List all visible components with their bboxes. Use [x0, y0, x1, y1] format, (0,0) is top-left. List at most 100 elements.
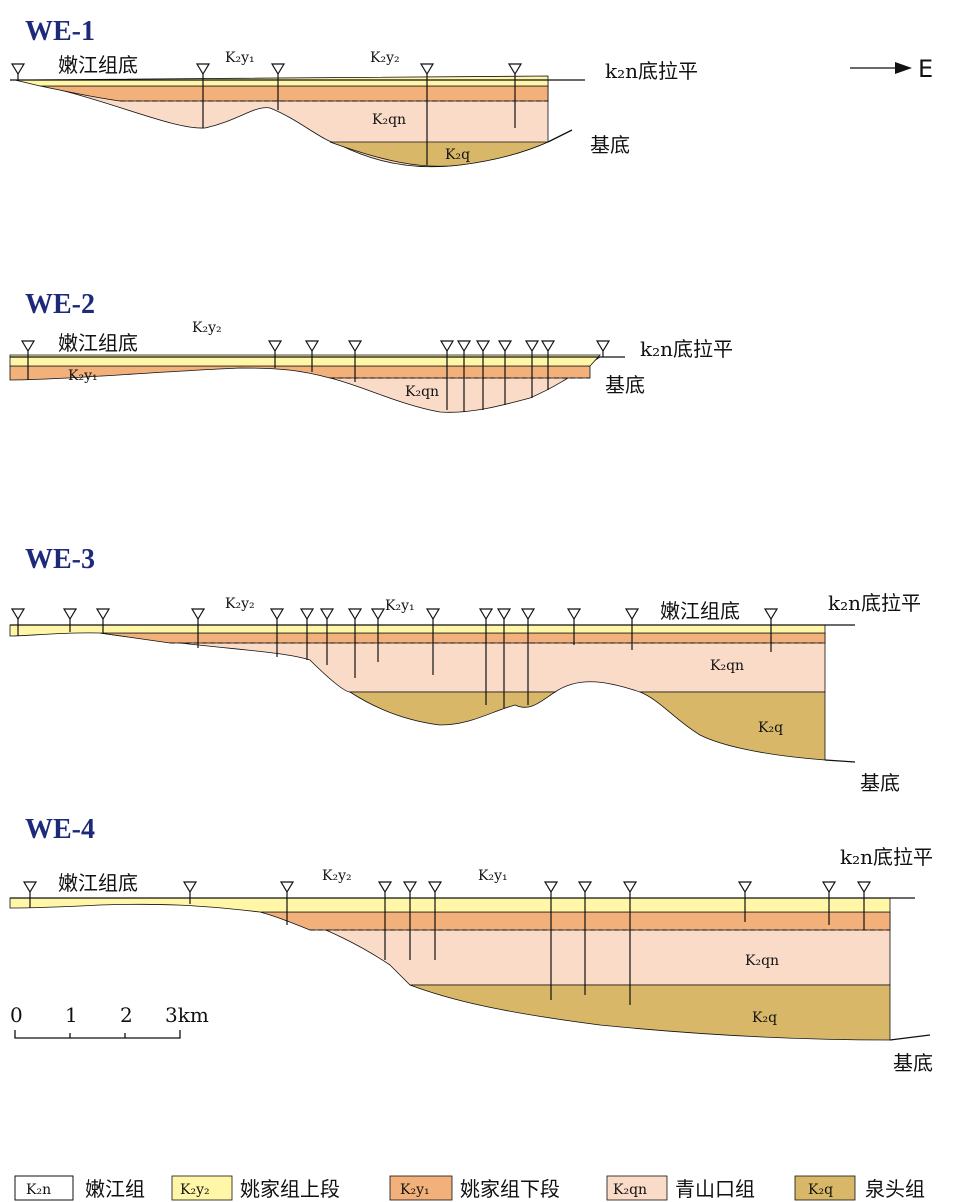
- well-symbol: [12, 64, 24, 74]
- well-symbol: [272, 64, 284, 74]
- well-symbol: [765, 609, 777, 619]
- label: K₂q: [445, 147, 470, 163]
- well-symbol: [349, 609, 361, 619]
- label: K₂qn: [710, 658, 744, 674]
- well-symbol: [441, 341, 453, 351]
- legend-name: 嫩江组: [85, 1177, 145, 1201]
- label: K₂q: [752, 1010, 777, 1026]
- legend-code: K₂y₂: [180, 1182, 210, 1198]
- label: K₂y₁: [385, 598, 415, 614]
- label: 基底: [860, 771, 900, 795]
- label: k₂n底拉平: [828, 591, 921, 615]
- scale-label: 2: [120, 1003, 133, 1027]
- legend-code: K₂n: [26, 1182, 51, 1198]
- well-symbol: [579, 882, 591, 892]
- cross-sections: E WE-1 WE-2 WE-3 WE-4 嫩江组底 K₂y₁ K₂y₂ k₂n…: [0, 0, 960, 1202]
- scale-bar: [15, 1030, 180, 1038]
- arrow-label: E: [918, 55, 933, 83]
- well-symbol: [522, 609, 534, 619]
- label: 嫩江组底: [660, 599, 740, 623]
- label: 基底: [590, 133, 630, 157]
- section-title: WE-2: [25, 289, 95, 320]
- label: K₂y₂: [322, 868, 352, 884]
- basement: [890, 1035, 930, 1040]
- well-symbol: [306, 341, 318, 351]
- well-symbol: [597, 341, 609, 351]
- legend-code: K₂qn: [613, 1182, 647, 1198]
- label: k₂n底拉平: [640, 337, 733, 361]
- layer-q: [350, 692, 555, 725]
- well-symbol: [372, 609, 384, 619]
- label: k₂n底拉平: [605, 59, 698, 83]
- well-symbol: [301, 609, 313, 619]
- well-symbol: [269, 341, 281, 351]
- well-symbol: [404, 882, 416, 892]
- label: K₂q: [758, 720, 783, 736]
- label: K₂y₂: [225, 596, 255, 612]
- well-symbol: [281, 882, 293, 892]
- well-symbol: [526, 341, 538, 351]
- section-title: WE-1: [25, 16, 95, 47]
- label: K₂y₂: [370, 50, 400, 66]
- well-symbol: [349, 341, 361, 351]
- label: K₂y₁: [225, 50, 255, 66]
- label: 嫩江组底: [58, 331, 138, 355]
- well-symbol: [197, 64, 209, 74]
- label: K₂y₁: [68, 368, 98, 384]
- section-title: WE-4: [25, 814, 95, 845]
- well-symbol: [12, 609, 24, 619]
- label: K₂qn: [745, 953, 779, 969]
- label: 基底: [605, 373, 645, 397]
- well-symbol: [477, 341, 489, 351]
- well-symbol: [568, 609, 580, 619]
- scale-label: 0: [10, 1003, 23, 1027]
- well-symbol: [624, 882, 636, 892]
- arrow-head: [895, 62, 912, 74]
- well-symbol: [64, 609, 76, 619]
- layer-q: [410, 985, 890, 1040]
- layer-y1: [40, 86, 548, 101]
- layer-q: [640, 692, 825, 760]
- well-symbol: [458, 341, 470, 351]
- label: K₂qn: [372, 112, 406, 128]
- well-symbol: [499, 341, 511, 351]
- well-symbol: [498, 609, 510, 619]
- well-symbol: [626, 609, 638, 619]
- section-title: WE-3: [25, 544, 95, 575]
- basement: [548, 130, 572, 142]
- basement: [825, 760, 855, 762]
- layer-y2: [10, 898, 890, 912]
- well-symbol: [545, 882, 557, 892]
- label: k₂n底拉平: [840, 845, 933, 869]
- well-symbol: [379, 882, 391, 892]
- well-symbol: [858, 882, 870, 892]
- well-symbol: [192, 609, 204, 619]
- well-symbol: [509, 64, 521, 74]
- well-symbol: [823, 882, 835, 892]
- legend-name: 泉头组: [865, 1177, 925, 1201]
- well-symbol: [184, 882, 196, 892]
- legend-name: 姚家组下段: [460, 1177, 560, 1201]
- well-symbol: [22, 341, 34, 351]
- label: 嫩江组底: [58, 53, 138, 77]
- well-symbol: [429, 882, 441, 892]
- well-symbol: [739, 882, 751, 892]
- legend-name: 青山口组: [675, 1177, 755, 1201]
- legend-name: 姚家组上段: [240, 1177, 340, 1201]
- legend-code: K₂y₁: [400, 1182, 430, 1198]
- label: 基底: [893, 1051, 933, 1075]
- well-symbol: [421, 64, 433, 74]
- well-symbol: [427, 609, 439, 619]
- scale-label: 1: [65, 1003, 78, 1027]
- well-symbol: [321, 609, 333, 619]
- well-symbol: [542, 341, 554, 351]
- label: 嫩江组底: [58, 871, 138, 895]
- label: K₂y₁: [478, 868, 508, 884]
- well-symbol: [24, 882, 36, 892]
- legend-code: K₂q: [808, 1182, 833, 1198]
- label: K₂y₂: [192, 320, 222, 336]
- label: K₂qn: [405, 384, 439, 400]
- well-symbol: [480, 609, 492, 619]
- well-symbol: [271, 609, 283, 619]
- well-symbol: [97, 609, 109, 619]
